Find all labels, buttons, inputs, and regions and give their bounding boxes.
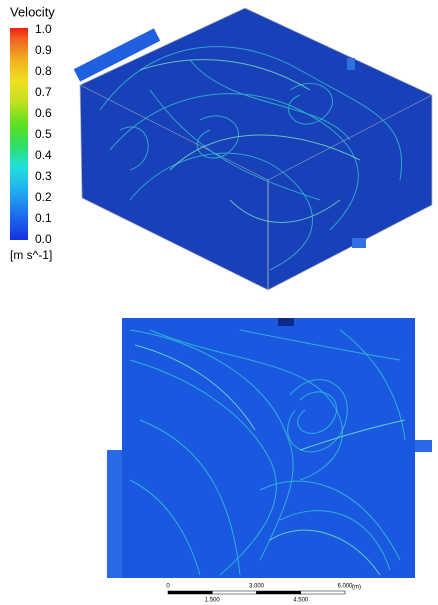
legend-tick-label: 0.8 [35,64,52,78]
scale-segment [257,591,301,594]
legend-tick-label: 0.0 [35,232,52,246]
3d-streamlines [74,8,432,290]
legend-tick-label: 0.4 [35,148,52,162]
legend-tick-label: 0.9 [35,43,52,57]
legend-tick-label: 0.5 [35,127,52,141]
scale-segment [168,591,212,594]
scale-segment [212,591,256,594]
scale-unit: (m) [352,585,361,591]
legend-tick-label: 0.7 [35,85,52,99]
plan-streamlines [107,318,432,578]
scale-tick-label: 1.500 [205,598,221,604]
figure: Velocity [m s^-1] 1.0 0.9 0.8 0.7 0.6 0.5 0.4 0… [0,0,438,605]
legend-tick-label: 0.6 [35,106,52,120]
legend-tick-label: 0.3 [35,169,52,183]
scale-segment [301,591,345,594]
legend-tick-label: 0.1 [35,211,52,225]
legend-unit: [m s^-1] [10,248,52,262]
legend-tick-label: 0.2 [35,190,52,204]
scale-tick-label: 0 [166,584,170,590]
colorbar [10,28,28,240]
scale-tick-label: 3.000 [249,584,265,590]
scale-tick-label: 6.000 [337,584,353,590]
legend-tick-label: 1.0 [35,22,52,36]
legend-title: Velocity [10,4,55,19]
scale-tick-label: 4.500 [293,598,309,604]
